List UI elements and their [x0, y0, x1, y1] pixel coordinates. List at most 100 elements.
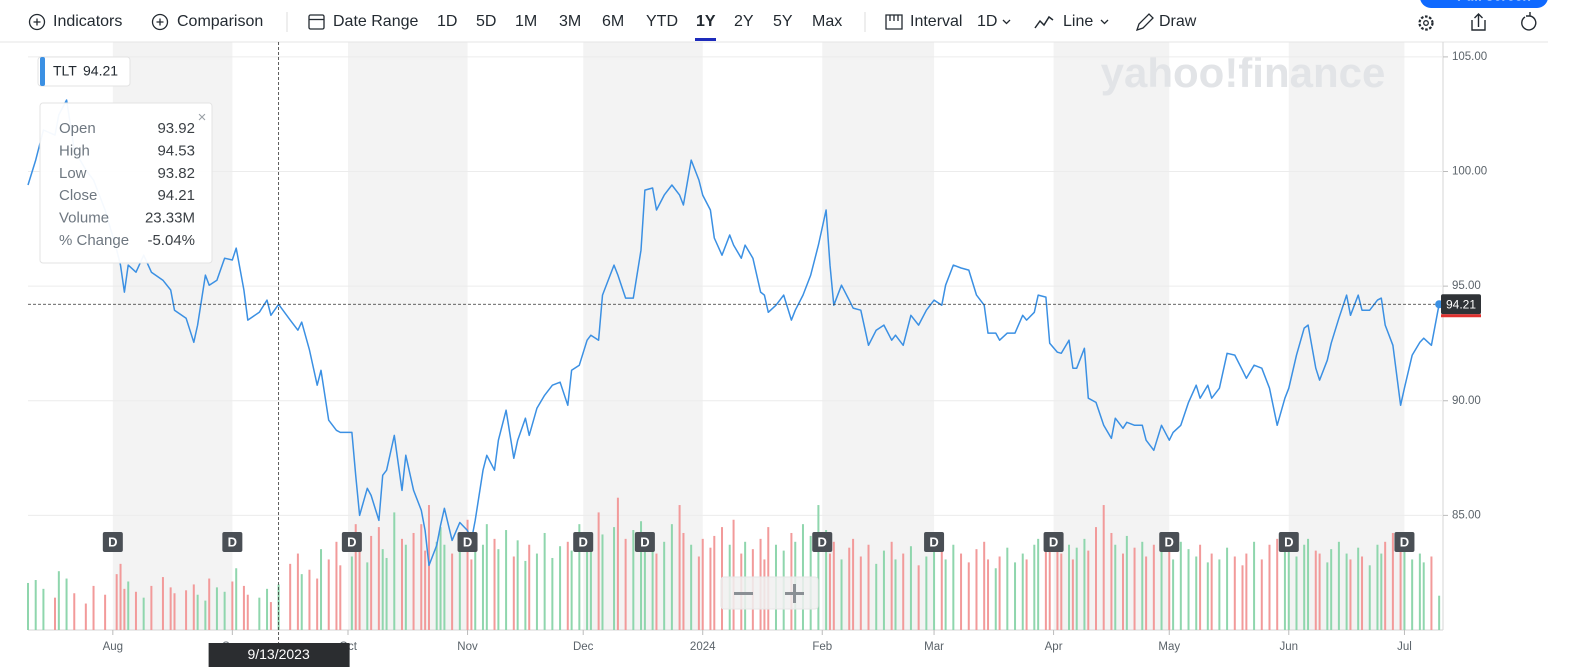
plus-icon	[28, 13, 46, 31]
dividend-label: D	[1165, 534, 1174, 549]
volume-bar	[940, 549, 943, 630]
volume-bar	[613, 527, 616, 630]
volume-bar	[269, 602, 272, 630]
zoom-in-v[interactable]	[793, 584, 796, 603]
volume-bar	[670, 524, 673, 630]
volume-bar	[1276, 538, 1279, 630]
volume-bar	[1075, 547, 1078, 630]
tooltip-label: Low	[59, 165, 87, 182]
volume-bar	[466, 519, 469, 630]
volume-bar	[215, 587, 218, 630]
volume-bar	[42, 588, 45, 630]
range-button[interactable]: 1Y	[696, 13, 716, 30]
volume-bar	[1368, 565, 1371, 630]
volume-bar	[443, 544, 446, 630]
date-range-button[interactable]: Date Range	[333, 13, 418, 30]
range-button[interactable]: 1D	[437, 13, 457, 30]
tooltip-label: Open	[59, 120, 96, 137]
chart-style-button[interactable]: Line	[1063, 13, 1093, 30]
volume-bar	[1114, 544, 1117, 630]
volume-bar	[975, 549, 978, 630]
volume-bar	[1133, 547, 1136, 630]
volume-bar	[1349, 559, 1352, 630]
volume-bar	[663, 541, 666, 630]
volume-bar	[994, 568, 997, 630]
dividend-marker[interactable]	[1278, 532, 1299, 552]
price-tag-label: 94.21	[1446, 297, 1476, 311]
volume-bar	[1068, 544, 1071, 630]
volume-bar	[1102, 505, 1105, 630]
volume-bar	[925, 556, 928, 630]
dividend-marker[interactable]	[222, 532, 243, 552]
tooltip-label: % Change	[59, 232, 129, 249]
volume-bar	[570, 550, 573, 630]
dividend-label: D	[818, 534, 827, 549]
dividend-marker[interactable]	[1043, 532, 1064, 552]
interval-value[interactable]: 1D	[977, 13, 997, 30]
interval-button[interactable]: Interval	[910, 13, 962, 30]
range-button[interactable]: 5D	[476, 13, 496, 30]
share-icon[interactable]	[1471, 13, 1486, 31]
price-tag	[1441, 294, 1481, 315]
volume-bar	[335, 541, 338, 630]
volume-bar	[640, 521, 643, 630]
volume-bar	[960, 553, 963, 630]
draw-button[interactable]: Draw	[1159, 13, 1197, 30]
volume-bar	[1307, 538, 1310, 630]
volume-bar	[366, 562, 369, 630]
dividend-marker[interactable]	[341, 532, 362, 552]
settings-icon[interactable]	[1418, 15, 1434, 31]
tooltip-value: 94.21	[157, 187, 195, 204]
dividend-marker[interactable]	[457, 532, 478, 552]
range-button[interactable]: 3M	[559, 13, 581, 30]
range-button[interactable]: 2Y	[734, 13, 754, 30]
x-tick-label: Apr	[1045, 641, 1063, 653]
dividend-marker[interactable]	[634, 532, 655, 552]
volume-bar	[1391, 532, 1394, 630]
volume-bar	[1303, 544, 1306, 630]
fullscreen-button[interactable]	[1420, 0, 1548, 8]
volume-bar	[439, 527, 442, 630]
range-button[interactable]: 1M	[515, 13, 537, 30]
volume-bar	[551, 557, 554, 630]
dividend-marker[interactable]	[924, 532, 945, 552]
reset-icon[interactable]	[1521, 12, 1537, 31]
range-button[interactable]: Max	[812, 13, 842, 30]
volume-bar	[173, 593, 176, 630]
plus-icon-mark	[33, 18, 41, 26]
dividend-marker[interactable]	[573, 532, 594, 552]
range-button[interactable]: YTD	[646, 13, 678, 30]
volume-bar	[242, 585, 245, 630]
dividend-label: D	[1049, 534, 1058, 549]
volume-bar	[1438, 595, 1441, 630]
range-button[interactable]: 5Y	[773, 13, 793, 30]
indicators-button[interactable]: Indicators	[53, 13, 122, 30]
volume-bar	[1014, 562, 1017, 630]
dividend-marker[interactable]	[1394, 532, 1415, 552]
calendar-icon	[308, 14, 325, 30]
volume-bar	[435, 541, 438, 630]
dividend-marker[interactable]	[812, 532, 833, 552]
month-band	[1053, 42, 1170, 630]
watermark: yahoo!finance	[1101, 49, 1386, 96]
volume-bar	[481, 544, 484, 630]
volume-bar	[204, 600, 207, 630]
dividend-marker[interactable]	[1159, 532, 1180, 552]
volume-bar	[104, 594, 107, 630]
volume-bar	[161, 577, 164, 630]
volume-bar	[57, 571, 60, 630]
legend-value: 94.21	[83, 63, 118, 79]
comparison-button[interactable]: Comparison	[177, 13, 263, 30]
volume-bar	[1199, 544, 1202, 630]
dividend-marker[interactable]	[102, 532, 123, 552]
volume-bar	[1411, 559, 1414, 630]
tooltip-close[interactable]: ×	[198, 109, 207, 126]
volume-bar	[983, 541, 986, 630]
range-button[interactable]: 6M	[602, 13, 624, 30]
volume-bar	[543, 532, 546, 630]
zoom-out[interactable]	[734, 592, 753, 595]
volume-bar	[944, 559, 947, 630]
price-tag-accent	[1441, 314, 1481, 318]
volume-bar	[1337, 541, 1340, 630]
volume-bar	[451, 553, 454, 630]
